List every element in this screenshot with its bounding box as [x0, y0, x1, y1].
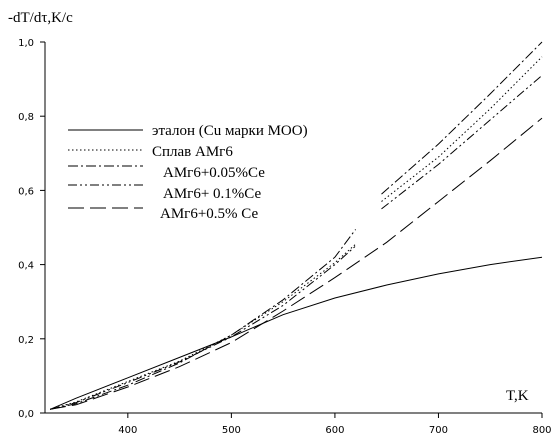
legend-label-2: Сплав АМг6: [152, 144, 233, 160]
y-tick-label: 0,4: [18, 261, 34, 272]
series-lines: [50, 41, 543, 410]
y-axis-title: -dT/dτ,K/c: [8, 10, 73, 26]
series-line-3: [381, 41, 543, 195]
legend-label-3: АМг6+0.05%Се: [163, 165, 265, 181]
y-tick-label: 1,0: [18, 38, 34, 49]
series-line-4: [50, 245, 356, 410]
x-tick-label: 500: [222, 425, 241, 436]
series-line-4: [381, 75, 543, 210]
y-tick-label: 0,2: [18, 335, 34, 346]
x-axis-title: T,K: [506, 388, 529, 404]
x-tick-label: 600: [325, 425, 344, 436]
axes: [44, 42, 542, 414]
y-tick-label: 0,0: [18, 409, 34, 420]
series-line-3: [50, 229, 357, 410]
legend-label-4: АМг6+ 0.1%Се: [163, 186, 261, 202]
ticks: 400 500 600 700 800 0,0 0,2 0,4 0,6 0,8 1,0: [18, 38, 551, 436]
legend-label-5: АМг6+0.5% Се: [160, 206, 258, 222]
series-line-2: [50, 243, 356, 410]
y-tick-label: 0,8: [18, 112, 34, 123]
legend-label-1: эталон (Cu марки МОО): [152, 123, 308, 139]
series-line-2: [381, 56, 543, 202]
x-tick-label: 700: [429, 425, 448, 436]
x-tick-label: 400: [118, 425, 137, 436]
legend: эталон (Cu марки МОО) Сплав АМг6 АМг6+0.05…: [68, 123, 308, 222]
series-line-5: [50, 117, 543, 410]
series-line-1: [50, 256, 543, 410]
y-tick-label: 0,6: [18, 186, 34, 197]
x-tick-label: 800: [532, 425, 551, 436]
